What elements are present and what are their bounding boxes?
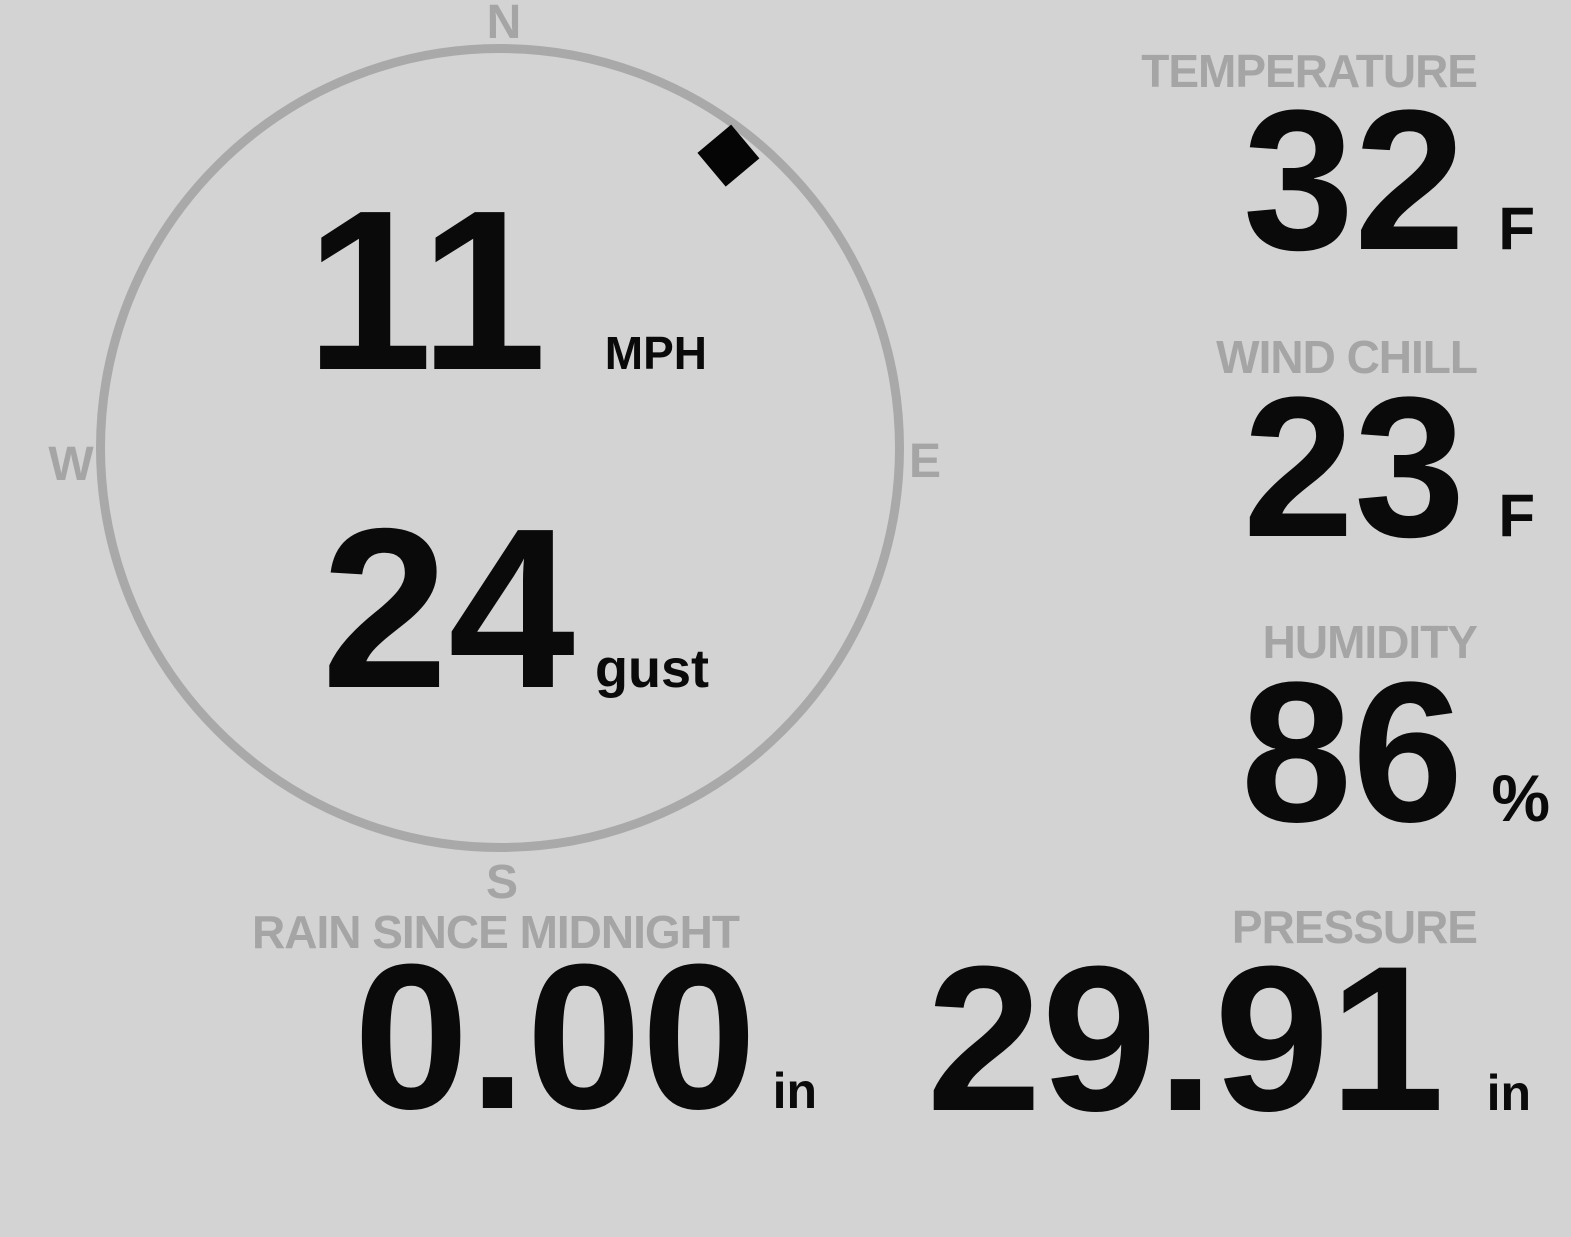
wind-gust-value: 24 [321,482,575,736]
wind-speed: 11 MPH [306,177,707,405]
temperature-label: TEMPERATURE [1141,45,1478,97]
wind-chill-reading: 23 F [1243,368,1535,568]
compass-east-label: E [908,435,942,488]
temperature-value: 32 [1242,69,1466,292]
rain-since-midnight-reading: 0.00 in [354,933,817,1140]
humidity-value: 86 [1240,641,1464,864]
pressure-value: 29.91 [926,923,1445,1154]
wind-chill-value: 23 [1242,356,1466,579]
compass-north-label: N [486,0,522,49]
pressure-label: PRESSURE [1231,901,1478,953]
humidity-unit: % [1491,761,1550,835]
temperature-reading: 32 F [1243,81,1535,281]
wind-gust-unit: gust [595,639,709,699]
rain-value: 0.00 [353,921,757,1152]
pressure-unit: in [1486,1065,1531,1121]
wind-gust: 24 gust [321,495,709,723]
compass-ring [96,44,904,852]
rain-unit: in [772,1063,817,1119]
wind-speed-value: 11 [305,164,547,418]
humidity-label: HUMIDITY [1262,616,1478,668]
wind-chill-label: WIND CHILL [1216,331,1478,383]
temperature-unit: F [1498,195,1535,262]
rain-since-midnight-label: RAIN SINCE MIDNIGHT [252,906,740,958]
wind-chill-unit: F [1498,482,1535,549]
pressure-reading: 29.91 in [927,935,1531,1142]
compass-west-label: W [48,438,94,491]
humidity-reading: 86% [1241,653,1550,853]
compass-south-label: S [485,856,519,909]
wind-speed-unit: MPH [604,327,707,379]
